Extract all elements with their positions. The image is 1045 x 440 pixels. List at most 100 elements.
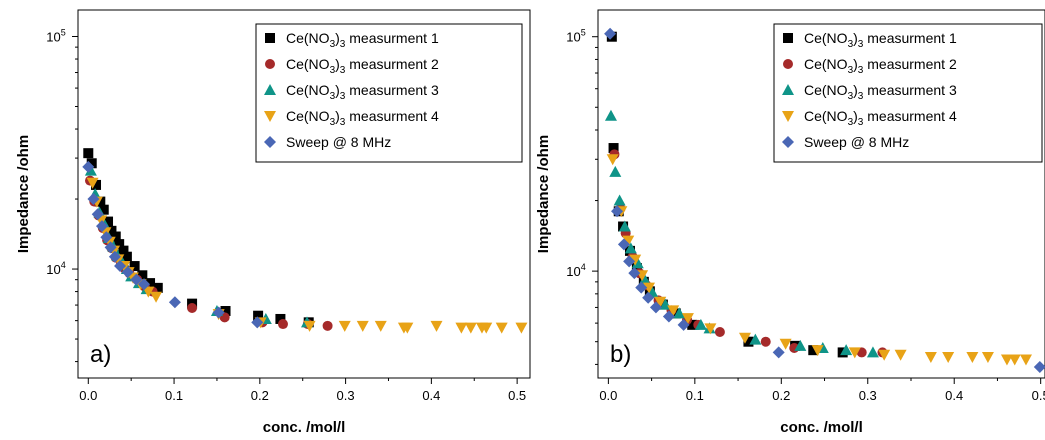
data-point [714, 326, 725, 337]
data-point [464, 322, 477, 334]
data-point [667, 305, 680, 317]
data-point [142, 286, 155, 298]
data-point [638, 273, 651, 285]
x-tick-label: 0.1 [686, 388, 704, 403]
y-axis-title: Impedance /ohm [535, 135, 552, 253]
data-point [83, 148, 94, 159]
data-point [760, 336, 771, 347]
data-point [356, 320, 369, 332]
data-point [738, 332, 751, 344]
plot-frame [77, 9, 531, 379]
data-point [104, 241, 117, 254]
data-point [604, 27, 617, 40]
x-tick-label: 0.3 [859, 388, 877, 403]
data-point [114, 260, 127, 273]
legend-box [255, 23, 523, 163]
legend-label: Ce(NO3)3 measurment 1 [286, 30, 439, 50]
data-point [303, 320, 316, 332]
data-point [613, 194, 626, 206]
data-point [118, 245, 129, 256]
data-point [618, 220, 631, 232]
data-point [152, 282, 163, 293]
data-point [649, 301, 662, 314]
data-point [251, 316, 264, 329]
data-point [981, 352, 994, 364]
data-point [129, 261, 140, 272]
x-tick-label: 0.2 [772, 388, 790, 403]
data-point [480, 322, 493, 334]
legend-label: Ce(NO3)3 measurment 1 [804, 30, 957, 50]
legend: Ce(NO3)3 measurment 1 Ce(NO3)3 measurment… [255, 23, 523, 163]
data-point [604, 109, 617, 121]
data-point [794, 339, 807, 351]
data-point [654, 296, 667, 308]
data-point [677, 318, 690, 331]
legend-label: Ce(NO3)3 measurment 3 [286, 82, 439, 102]
panel-label: b) [610, 341, 631, 368]
data-point [643, 282, 656, 294]
data-point [91, 179, 102, 190]
data-point [253, 310, 264, 321]
data-point [749, 333, 762, 345]
x-tick-label: 0.2 [251, 388, 269, 403]
legend-label: Sweep @ 8 MHz [804, 134, 909, 150]
plot-frame [597, 9, 1045, 379]
legend-marker [265, 59, 275, 69]
data-point [1033, 360, 1045, 373]
y-tick-label: 105 [566, 28, 585, 45]
data-point [145, 278, 156, 289]
data-point [100, 231, 113, 244]
legend-marker [782, 111, 794, 122]
legend-label: Ce(NO3)3 measurment 3 [804, 82, 957, 102]
data-point [878, 349, 891, 361]
data-point [114, 239, 125, 250]
data-point [966, 352, 979, 364]
data-point [138, 278, 151, 291]
x-tick-label: 0.5 [1032, 388, 1045, 403]
data-point [455, 322, 468, 334]
y-tick-label: 104 [566, 262, 585, 279]
legend-marker [783, 59, 793, 69]
data-point [86, 177, 99, 189]
data-point [779, 338, 792, 350]
data-point [866, 346, 879, 358]
legend-label: Sweep @ 8 MHz [286, 134, 391, 150]
data-point [82, 160, 95, 173]
data-point [694, 318, 707, 330]
data-point [401, 322, 414, 334]
y-tick-label: 105 [46, 27, 65, 44]
x-tick-label: 0.0 [79, 388, 97, 403]
data-point [86, 158, 97, 169]
data-point [772, 346, 785, 359]
data-point [121, 266, 134, 279]
data-point [629, 254, 642, 266]
data-point [1000, 354, 1013, 366]
legend-marker [782, 136, 794, 148]
x-tick-label: 0.1 [165, 388, 183, 403]
data-point [220, 306, 231, 317]
chart-panel-b: 0.0 0.1 0.2 0.3 0.4 0.5 104 105 conc. /mol/l Impe… [535, 9, 1045, 436]
data-point [277, 319, 288, 330]
legend-label: Ce(NO3)3 measurment 2 [804, 56, 957, 76]
data-point [110, 231, 121, 242]
legend-box [773, 23, 1043, 163]
data-point [275, 313, 286, 324]
data-point [96, 220, 109, 233]
data-point [98, 204, 109, 215]
legend-marker [264, 111, 276, 122]
data-point [606, 154, 619, 166]
data-point [1019, 354, 1032, 366]
data-point [635, 281, 648, 294]
data-point [673, 307, 686, 319]
series-4 [606, 154, 1032, 366]
data-point [1008, 354, 1021, 366]
data-point [608, 143, 619, 154]
data-point [848, 347, 861, 359]
data-point [611, 205, 624, 218]
data-point [624, 242, 637, 254]
series-2 [609, 149, 888, 358]
data-point [103, 216, 114, 227]
legend-marker [265, 33, 275, 43]
data-point [642, 291, 655, 304]
